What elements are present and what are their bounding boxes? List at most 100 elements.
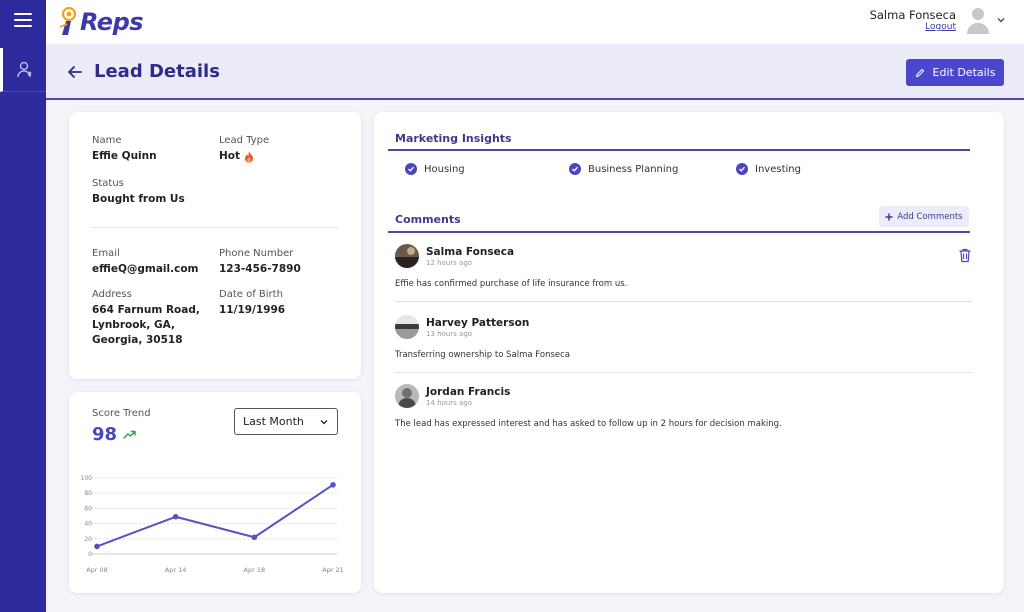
user-icon — [16, 61, 31, 77]
comment-text: Transferring ownership to Salma Fonseca — [395, 350, 571, 360]
status-value: Bought from Us — [92, 193, 185, 205]
chevron-down-icon — [320, 419, 328, 424]
address-line: Lynbrook, GA, — [92, 319, 175, 331]
chevron-down-icon[interactable] — [996, 16, 1006, 24]
address-field: Address 664 Farnum Road, Lynbrook, GA, G… — [92, 289, 200, 348]
insight-business-planning: Business Planning — [569, 163, 678, 175]
add-comments-label: Add Comments — [897, 211, 963, 222]
insight-investing: Investing — [736, 163, 801, 175]
user-name: Salma Fonseca — [869, 8, 956, 22]
status-label: Status — [92, 178, 124, 189]
insight-label: Investing — [755, 163, 801, 175]
comments-title: Comments — [395, 213, 461, 226]
x-tick-label: Apr 21 — [322, 566, 344, 574]
avatar-icon[interactable] — [966, 6, 990, 34]
score-trend-label: Score Trend — [92, 408, 151, 419]
logo[interactable]: Reps — [58, 4, 144, 40]
comment-author: Salma Fonseca — [426, 246, 515, 258]
address-label: Address — [92, 289, 132, 300]
y-tick-label: 40 — [84, 521, 92, 528]
check-icon — [569, 163, 581, 175]
date-range-select[interactable]: Last Month — [234, 408, 338, 435]
data-point — [94, 543, 100, 550]
y-tick-label: 0 — [88, 551, 92, 558]
comment-author: Jordan Francis — [426, 386, 511, 398]
x-tick-label: Apr 14 — [165, 566, 187, 574]
add-comments-button[interactable]: Add Comments — [879, 206, 969, 227]
back-arrow-icon[interactable] — [66, 63, 84, 81]
user-menu: Salma Fonseca Logout — [870, 6, 1006, 34]
score-value-wrap: 98 — [92, 424, 136, 445]
date-range-value: Last Month — [243, 415, 304, 428]
page-header: Lead Details Edit Details — [46, 44, 1024, 100]
trash-icon[interactable] — [958, 248, 972, 263]
sidebar — [0, 0, 46, 612]
score-trend-card: Score Trend 98 Last Month 0 20 40 60 80 100 Ap… — [69, 392, 361, 593]
address-line: 664 Farnum Road, — [92, 304, 200, 316]
logo-text: Reps — [80, 8, 144, 36]
series-line — [96, 484, 334, 548]
pencil-icon — [915, 68, 924, 77]
comment-time: 12 hours ago — [426, 259, 473, 267]
edit-details-label: Edit Details — [932, 66, 996, 79]
lead-info-card: Name Effie Quinn Lead Type Hot Status Bo… — [69, 112, 361, 379]
marketing-insights-title: Marketing Insights — [395, 132, 512, 145]
email-value: effieQ@gmail.com — [92, 263, 199, 275]
hamburger-menu-icon[interactable] — [14, 13, 32, 29]
insight-label: Housing — [424, 163, 465, 175]
comment-text: The lead has expressed interest and has … — [395, 419, 782, 429]
dob-label: Date of Birth — [219, 289, 283, 300]
address-line: Georgia, 30518 — [92, 334, 183, 346]
name-field: Name Effie Quinn — [92, 135, 157, 164]
y-tick-label: 80 — [84, 490, 92, 497]
avatar — [395, 315, 419, 339]
comment-text: Effie has confirmed purchase of life ins… — [395, 279, 628, 289]
section-rule — [388, 231, 970, 233]
phone-label: Phone Number — [219, 248, 294, 259]
y-tick-label: 100 — [81, 475, 93, 482]
insights-comments-card: Marketing Insights Housing Business Plan… — [374, 112, 1004, 593]
data-point — [330, 482, 336, 488]
y-tick-label: 20 — [84, 536, 92, 543]
lead-type-label: Lead Type — [219, 135, 270, 146]
logo-person-icon — [59, 7, 77, 35]
lead-type-value: Hot — [219, 150, 241, 162]
flame-icon — [245, 151, 254, 162]
x-tick-label: Apr 08 — [86, 566, 108, 574]
comment-divider — [395, 372, 972, 373]
check-icon — [405, 163, 417, 175]
score-trend-chart: 0 20 40 60 80 100 Apr 08 Apr 14 Apr 18 Apr 21 — [81, 475, 344, 574]
phone-field: Phone Number 123-456-7890 — [219, 248, 301, 277]
name-label: Name — [92, 135, 122, 146]
trend-up-icon — [123, 430, 136, 439]
avatar — [395, 384, 419, 408]
plus-icon — [885, 213, 893, 220]
data-point — [251, 534, 258, 541]
comment-author: Harvey Patterson — [426, 317, 530, 329]
insight-label: Business Planning — [588, 163, 679, 175]
dob-value: 11/19/1996 — [219, 304, 286, 316]
email-field: Email effieQ@gmail.com — [92, 248, 199, 277]
dob-field: Date of Birth 11/19/1996 — [219, 289, 285, 318]
avatar — [395, 244, 419, 268]
logout-link[interactable]: Logout — [925, 22, 956, 32]
edit-details-button[interactable]: Edit Details — [906, 59, 1004, 86]
divider — [92, 227, 338, 228]
lead-type-field: Lead Type Hot — [219, 135, 269, 164]
section-rule — [388, 149, 970, 151]
email-label: Email — [92, 248, 120, 259]
comment-divider — [395, 301, 972, 302]
phone-value: 123-456-7890 — [219, 263, 301, 275]
status-field: Status Bought from Us — [92, 178, 185, 207]
y-tick-label: 60 — [84, 505, 92, 512]
comment-time: 14 hours ago — [426, 399, 473, 407]
top-bar: Reps Salma Fonseca Logout — [46, 0, 1024, 44]
check-icon — [736, 163, 748, 175]
page-title: Lead Details — [94, 61, 220, 82]
comment-time: 13 hours ago — [426, 330, 473, 338]
insight-housing: Housing — [405, 163, 465, 175]
score-value: 98 — [92, 424, 118, 445]
data-point — [172, 513, 179, 520]
sidebar-item-leads[interactable] — [0, 48, 46, 92]
x-tick-label: Apr 18 — [244, 566, 266, 574]
